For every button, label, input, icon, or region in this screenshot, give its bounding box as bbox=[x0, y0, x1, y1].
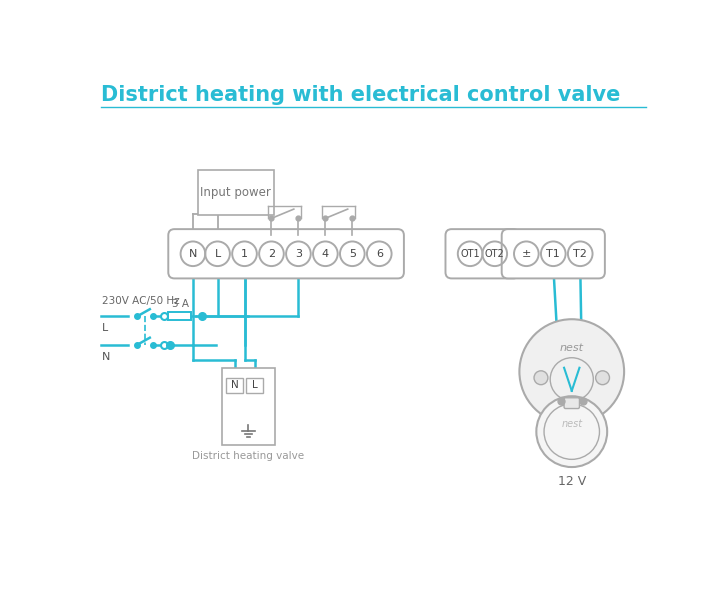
Text: nest: nest bbox=[560, 343, 584, 353]
Circle shape bbox=[519, 319, 624, 424]
Text: Input power: Input power bbox=[200, 186, 271, 199]
Text: L: L bbox=[215, 249, 221, 259]
Text: OT2: OT2 bbox=[485, 249, 505, 259]
FancyBboxPatch shape bbox=[226, 378, 243, 393]
Text: 4: 4 bbox=[322, 249, 329, 259]
FancyBboxPatch shape bbox=[168, 229, 404, 279]
Text: 12 V: 12 V bbox=[558, 475, 586, 488]
Text: District heating valve: District heating valve bbox=[192, 451, 304, 461]
FancyBboxPatch shape bbox=[222, 368, 274, 445]
Text: N: N bbox=[231, 380, 238, 390]
FancyBboxPatch shape bbox=[168, 312, 191, 320]
Text: 5: 5 bbox=[349, 249, 356, 259]
FancyBboxPatch shape bbox=[446, 229, 519, 279]
Text: 3: 3 bbox=[295, 249, 302, 259]
Text: 1: 1 bbox=[241, 249, 248, 259]
Text: N: N bbox=[189, 249, 197, 259]
Text: T2: T2 bbox=[573, 249, 587, 259]
Text: 6: 6 bbox=[376, 249, 383, 259]
Text: L: L bbox=[102, 324, 108, 333]
Text: 3 A: 3 A bbox=[172, 299, 189, 309]
FancyBboxPatch shape bbox=[502, 229, 605, 279]
Text: 2: 2 bbox=[268, 249, 275, 259]
Text: N: N bbox=[102, 352, 111, 362]
Circle shape bbox=[534, 371, 548, 385]
Circle shape bbox=[596, 371, 609, 385]
Text: OT1: OT1 bbox=[460, 249, 480, 259]
Text: District heating with electrical control valve: District heating with electrical control… bbox=[100, 85, 620, 105]
Text: nest: nest bbox=[561, 419, 582, 429]
Circle shape bbox=[537, 396, 607, 467]
FancyBboxPatch shape bbox=[246, 378, 263, 393]
FancyBboxPatch shape bbox=[564, 398, 579, 409]
Text: 230V AC/50 Hz: 230V AC/50 Hz bbox=[102, 296, 180, 306]
Text: L: L bbox=[252, 380, 258, 390]
FancyBboxPatch shape bbox=[197, 170, 274, 215]
Text: ±: ± bbox=[522, 249, 531, 259]
Text: T1: T1 bbox=[547, 249, 560, 259]
